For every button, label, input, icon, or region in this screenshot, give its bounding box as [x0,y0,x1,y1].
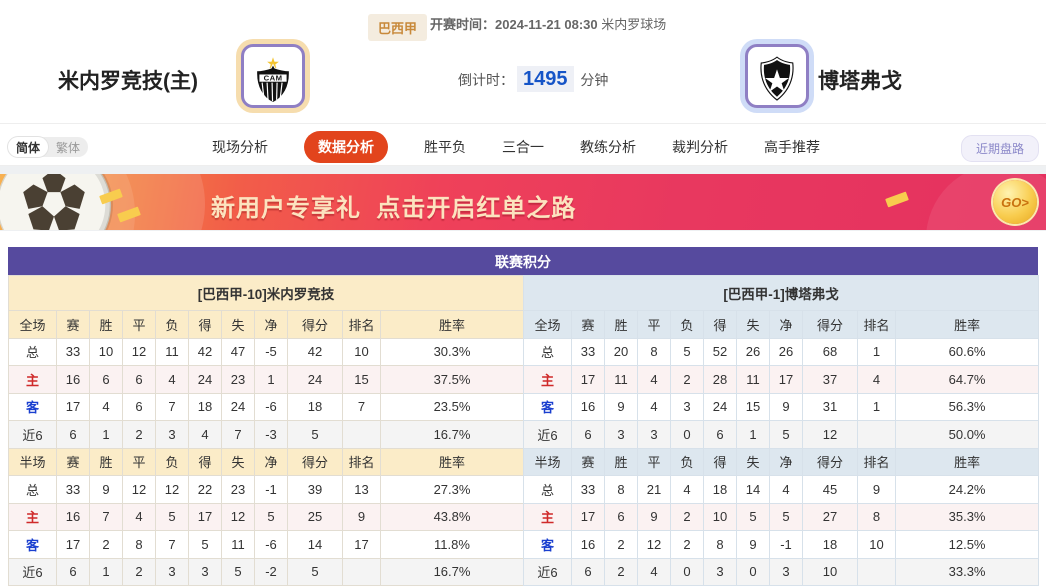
svg-text:CAM: CAM [264,74,283,83]
